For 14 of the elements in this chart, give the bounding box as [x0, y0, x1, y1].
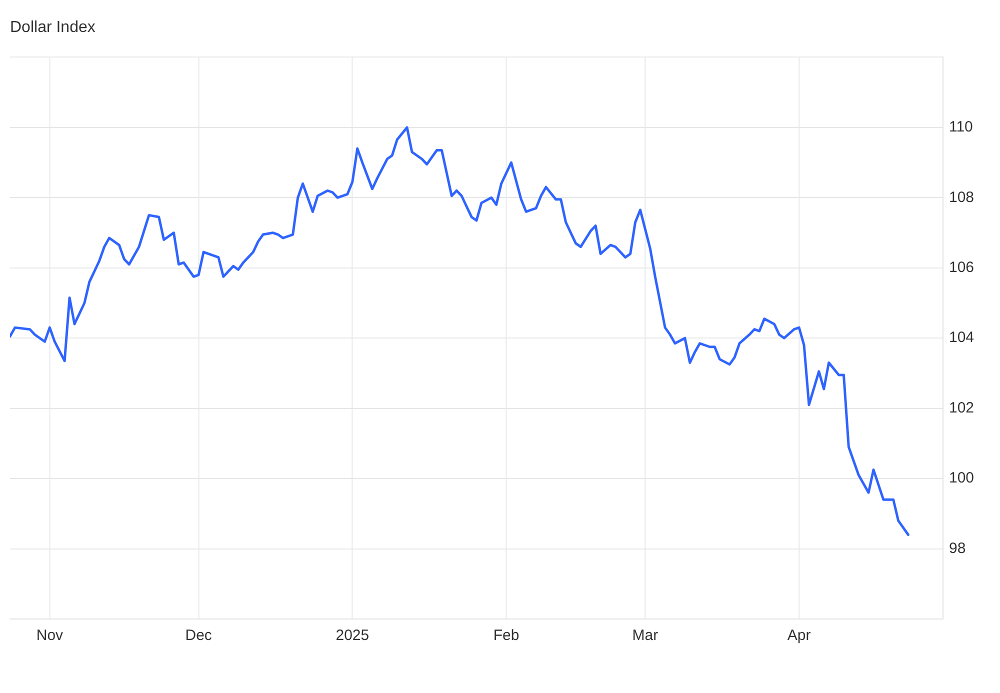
x-tick-label: Mar	[632, 627, 658, 644]
x-tick-label: Nov	[36, 627, 64, 644]
x-tick-label: 2025	[336, 627, 370, 644]
y-tick-label: 108	[948, 188, 974, 206]
y-tick-label: 98	[948, 540, 966, 557]
x-tick-label: Apr	[787, 627, 811, 644]
x-tick-label: Feb	[493, 627, 520, 644]
y-tick-label: 104	[948, 329, 974, 346]
x-tick-label: Dec	[185, 627, 212, 644]
y-tick-label: 106	[948, 259, 974, 276]
y-tick-label: 100	[948, 470, 974, 487]
chart-title: Dollar Index	[10, 19, 96, 36]
y-tick-label: 102	[948, 399, 974, 416]
y-tick-label: 110	[948, 118, 973, 136]
